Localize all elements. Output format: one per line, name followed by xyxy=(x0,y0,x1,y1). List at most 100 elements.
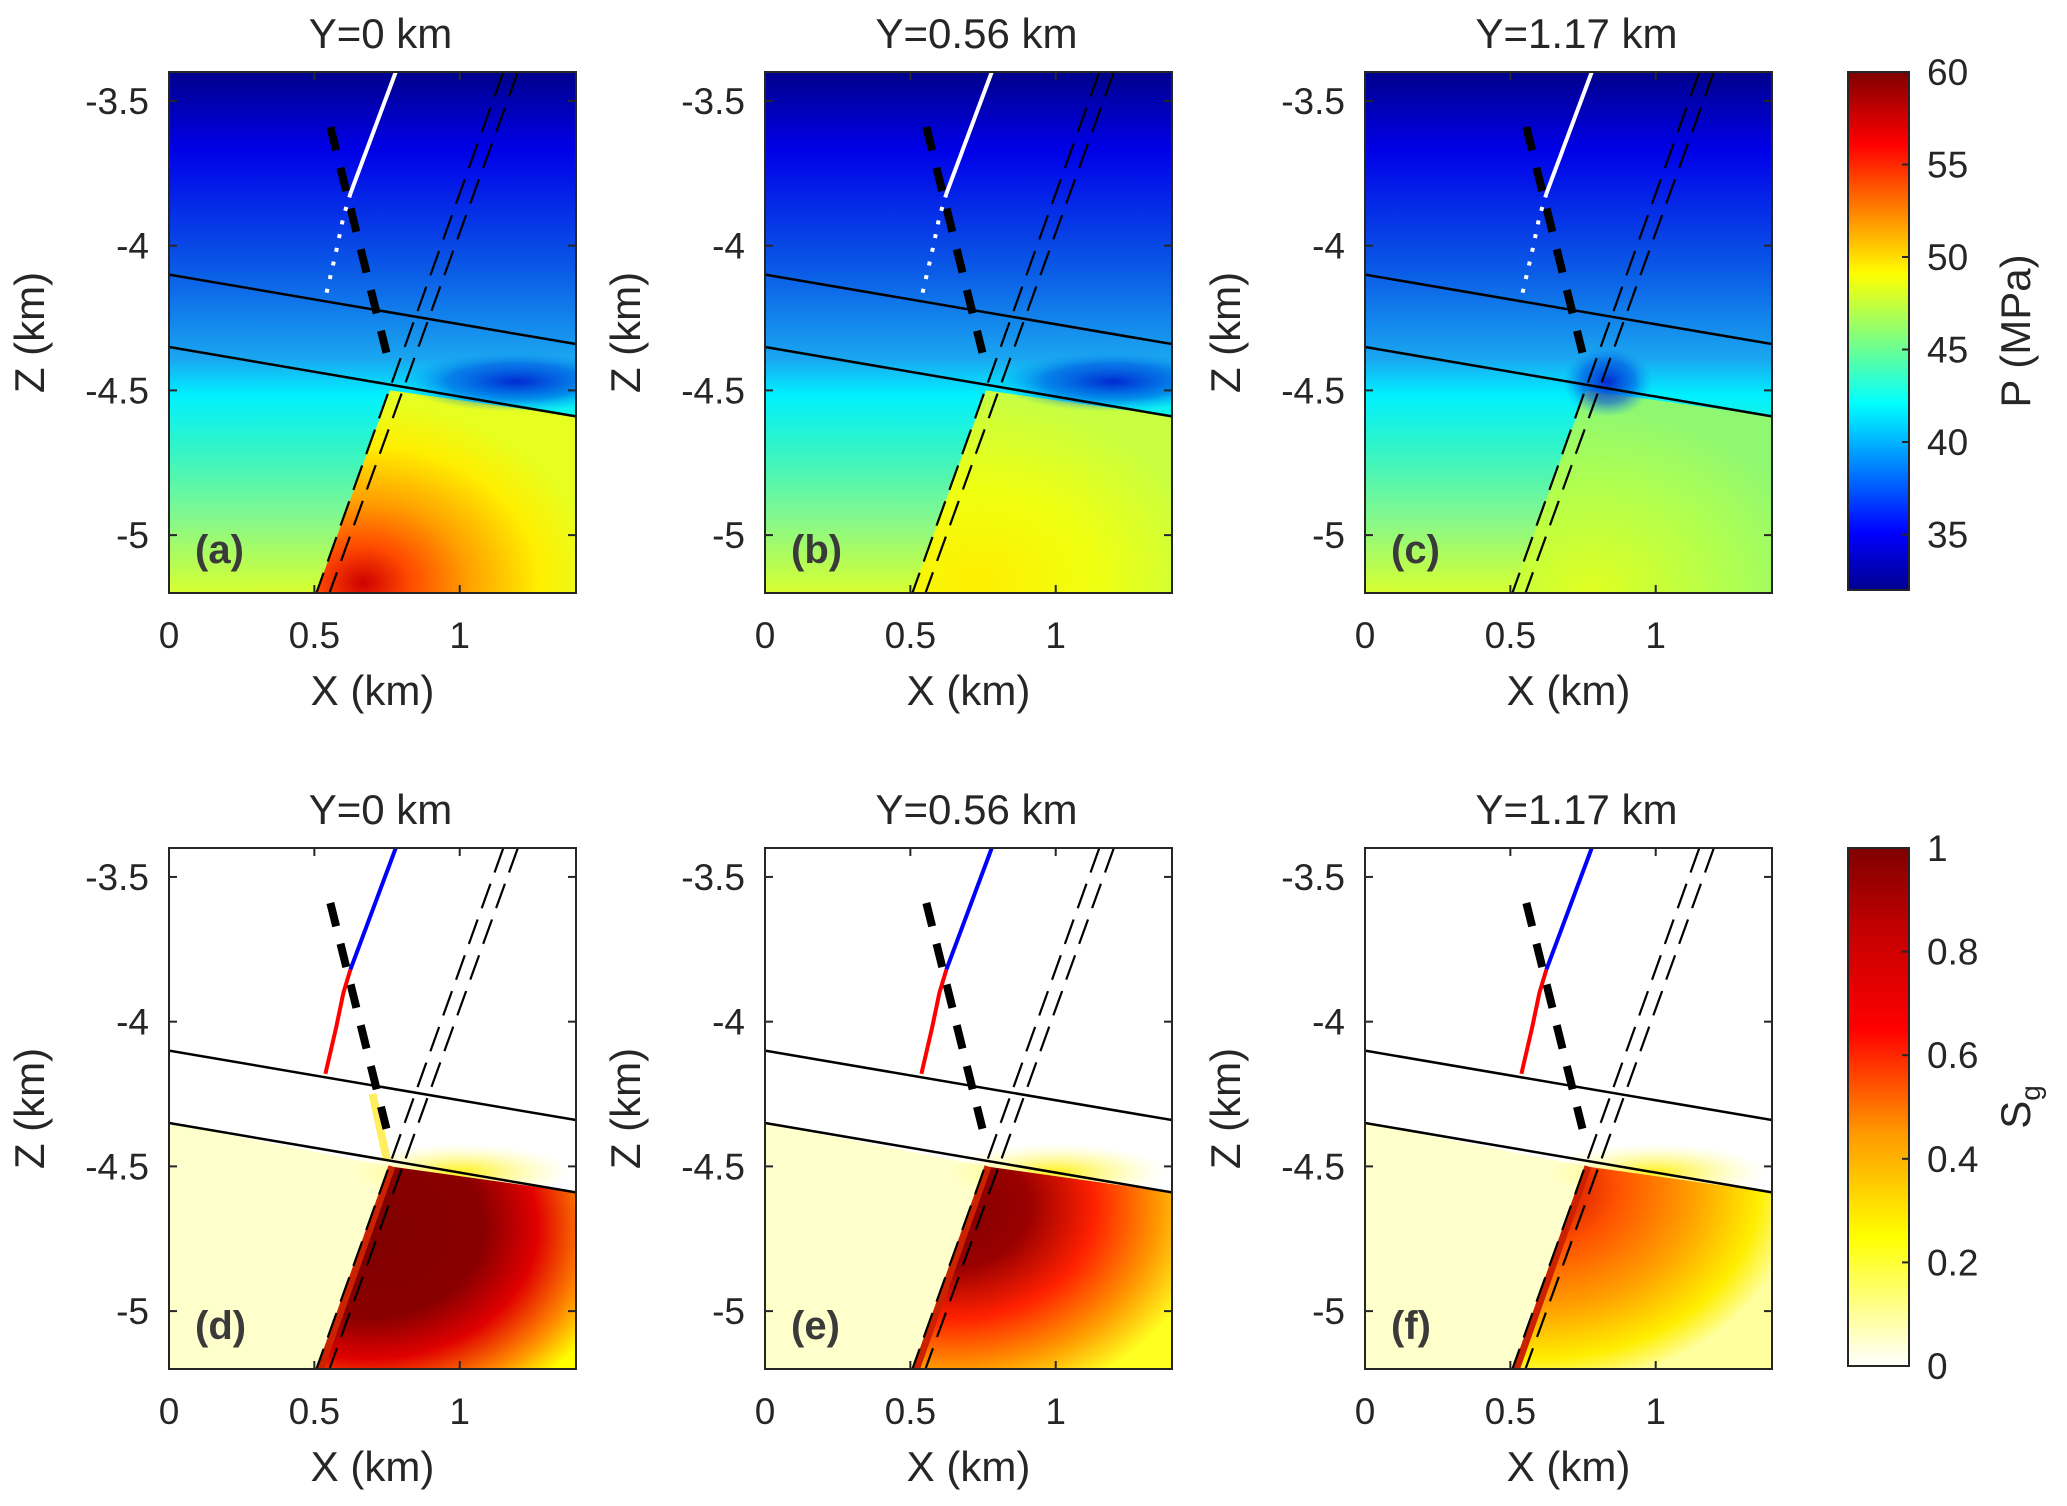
low-pressure-zone xyxy=(1562,346,1653,417)
y-tick-label: -4.5 xyxy=(681,1146,745,1187)
colorbar-gas-saturation: 0 0.2 0.4 0.6 0.8 1 Sg xyxy=(1847,828,2046,1387)
y-tick-label: -3.5 xyxy=(1281,81,1345,122)
well-lower-segment xyxy=(323,968,353,1075)
pressure-plume xyxy=(316,390,576,593)
panel-b: 0 0.5 1 -3.5 -4 -4.5 -5 X (km) Z (km) Y=0.56 km (b… xyxy=(602,10,1173,714)
fault-edge-2-line xyxy=(924,848,1115,1369)
x-axis-label: X (km) xyxy=(1507,667,1631,714)
well-upper-segment xyxy=(348,848,398,971)
well-upper-segment xyxy=(1544,72,1594,195)
colorbar-tick-label: 45 xyxy=(1927,330,1968,371)
low-pressure-zone xyxy=(401,351,576,412)
panel-title: Y=0 km xyxy=(309,786,453,833)
field-layer xyxy=(765,848,1172,1369)
colorbar-tick-label: 0.8 xyxy=(1927,932,1978,973)
colorbars-layer: 35 40 45 50 55 60 P (MPa) 0 0.2 0.4 0.6 0.8 1 Sg xyxy=(1847,52,2046,1387)
x-tick-label: 0 xyxy=(755,1391,776,1432)
y-axis-label: Z (km) xyxy=(602,1048,649,1169)
colorbar-tick-label: 1 xyxy=(1927,828,1948,869)
colorbar-tick-label: 0.2 xyxy=(1927,1242,1978,1283)
x-axis-label: X (km) xyxy=(311,1443,435,1490)
field-layer xyxy=(169,72,576,593)
well-lower-segment xyxy=(1519,968,1549,1075)
low-saturation-region xyxy=(765,1122,986,1369)
gas-plume xyxy=(912,1166,1172,1369)
y-tick-label: -4 xyxy=(1312,1002,1345,1043)
panel-f: 0 0.5 1 -3.5 -4 -4.5 -5 X (km) Z (km) Y=1.17 km (f… xyxy=(1202,786,1773,1490)
gas-plume xyxy=(1512,1166,1772,1369)
y-axis-label: Z (km) xyxy=(6,1048,53,1169)
axes-box xyxy=(1364,847,1773,1370)
field-layer xyxy=(169,848,576,1369)
panel-letter: (a) xyxy=(195,528,244,572)
y-tick-label: -3.5 xyxy=(85,81,149,122)
fault-edge-2-line xyxy=(1524,848,1715,1369)
panel-a: 0 0.5 1 -3.5 -4 -4.5 -5 X (km) Z (km) Y=0 km (a) xyxy=(6,10,577,714)
y-tick-label: -4 xyxy=(116,226,149,267)
colorbar-gradient xyxy=(1847,71,1910,591)
caprock-bottom-line xyxy=(1365,1121,1772,1194)
y-tick-label: -5 xyxy=(1312,515,1345,556)
low-saturation-region xyxy=(1365,1122,1586,1369)
y-axis-label: Z (km) xyxy=(602,272,649,393)
low-pressure-zone xyxy=(997,351,1172,412)
x-tick-label: 0 xyxy=(1355,615,1376,656)
caprock-bottom-line xyxy=(1365,345,1772,418)
pressure-plume xyxy=(912,390,1172,593)
fault-edge-1-line xyxy=(1511,72,1701,593)
panel-title: Y=1.17 km xyxy=(1476,786,1678,833)
y-tick-label: -4.5 xyxy=(85,370,149,411)
x-tick-label: 1 xyxy=(449,1391,470,1432)
fault-edge-1-line xyxy=(315,848,505,1369)
well-upper-segment xyxy=(944,72,994,195)
y-tick-label: -3.5 xyxy=(85,857,149,898)
field-layer xyxy=(1365,848,1772,1369)
colorbar-tick-label: 60 xyxy=(1927,52,1968,93)
x-axis-label: X (km) xyxy=(311,667,435,714)
fault-edge-1-line xyxy=(1511,848,1701,1369)
fault-gas-column xyxy=(1513,1165,1592,1369)
y-axis-label: Z (km) xyxy=(6,272,53,393)
fault-edge-2-line xyxy=(328,848,519,1369)
axes-box xyxy=(168,71,577,594)
x-tick-label: 0.5 xyxy=(289,1391,340,1432)
well-upper-segment xyxy=(1544,848,1594,971)
x-tick-label: 0.5 xyxy=(1485,615,1536,656)
panel-title: Y=1.17 km xyxy=(1476,10,1678,57)
panel-title: Y=0 km xyxy=(309,10,453,57)
colorbar-pressure: 35 40 45 50 55 60 P (MPa) xyxy=(1847,52,2039,591)
x-tick-label: 0 xyxy=(1355,1391,1376,1432)
colorbar-tick-label: 0.4 xyxy=(1927,1139,1978,1180)
y-tick-label: -5 xyxy=(116,515,149,556)
panel-title: Y=0.56 km xyxy=(876,10,1078,57)
colorbar-label-subscript: g xyxy=(2015,1085,2046,1101)
caprock-bottom-line xyxy=(169,345,576,418)
y-tick-label: -5 xyxy=(712,515,745,556)
panel-letter: (c) xyxy=(1391,528,1440,572)
y-tick-label: -4 xyxy=(116,1002,149,1043)
colorbar-tick-label: 0 xyxy=(1927,1346,1948,1387)
caprock-bottom-line xyxy=(169,1121,576,1194)
x-tick-label: 1 xyxy=(1045,615,1066,656)
y-tick-label: -4.5 xyxy=(85,1146,149,1187)
x-tick-label: 1 xyxy=(1645,615,1666,656)
leak-trace xyxy=(368,1093,391,1162)
panel-c: 0 0.5 1 -3.5 -4 -4.5 -5 X (km) Z (km) Y=1.17 km (c… xyxy=(1202,10,1773,714)
y-tick-label: -3.5 xyxy=(681,81,745,122)
x-tick-label: 1 xyxy=(1645,1391,1666,1432)
y-tick-label: -4.5 xyxy=(681,370,745,411)
panels-layer: 0 0.5 1 -3.5 -4 -4.5 -5 X (km) Z (km) Y=0 km (a) 0 0… xyxy=(6,10,1773,1490)
x-axis-label: X (km) xyxy=(1507,1443,1631,1490)
field-layer xyxy=(765,72,1172,593)
x-axis-label: X (km) xyxy=(907,1443,1031,1490)
caprock-bottom-line xyxy=(765,345,1172,418)
fault-edge-1-line xyxy=(315,72,505,593)
x-tick-label: 0.5 xyxy=(885,1391,936,1432)
y-tick-label: -3.5 xyxy=(1281,857,1345,898)
y-tick-label: -4 xyxy=(712,1002,745,1043)
low-saturation-region xyxy=(169,1122,390,1369)
fault-gas-column xyxy=(317,1165,396,1369)
fault-gas-column xyxy=(913,1165,992,1369)
x-tick-label: 1 xyxy=(449,615,470,656)
fault-edge-1-line xyxy=(911,72,1101,593)
